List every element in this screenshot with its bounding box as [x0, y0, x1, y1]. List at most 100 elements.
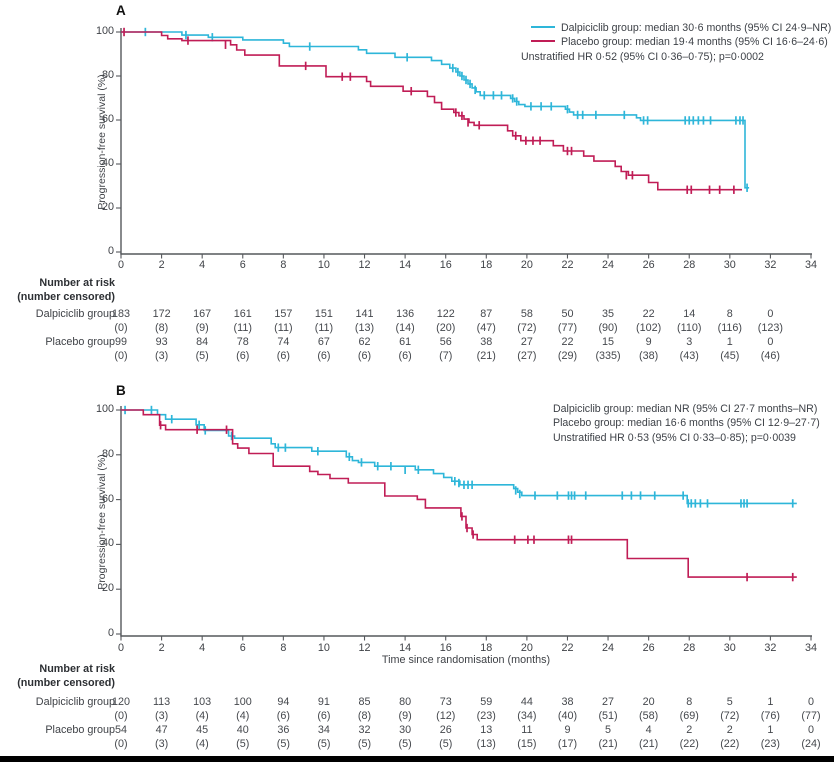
censored-value: (3): [154, 350, 169, 362]
x-tick-label: 26: [642, 259, 655, 271]
censored-value: (9): [195, 322, 209, 334]
censored-value: (24): [801, 738, 821, 750]
risk-value: 11: [521, 724, 533, 736]
censored-value: (72): [720, 710, 740, 722]
risk-value: 141: [355, 308, 374, 320]
x-axis-title: Time since randomisation (months): [381, 654, 551, 666]
risk-value: 100: [233, 696, 252, 708]
risk-value: 113: [152, 696, 171, 708]
risk-value: 93: [155, 336, 168, 348]
legend-hr-note: Unstratified HR 0·52 (95% CI 0·36–0·75);…: [521, 50, 764, 63]
risk-value: 1: [726, 336, 733, 348]
risk-row-label: Placebo group: [45, 336, 115, 348]
censored-value: (0): [114, 710, 128, 722]
x-tick-label: 6: [239, 642, 246, 654]
risk-value: 14: [683, 308, 696, 320]
censored-value: (5): [195, 350, 209, 362]
y-tick-label: 20: [101, 582, 114, 595]
risk-value: 103: [193, 696, 212, 708]
censored-value: (5): [398, 738, 412, 750]
risk-value: 40: [236, 724, 249, 736]
risk-value: 73: [439, 696, 452, 708]
risk-value: 84: [196, 336, 209, 348]
x-tick-label: 18: [480, 642, 493, 654]
censored-value: (11): [274, 322, 293, 334]
risk-value: 0: [807, 724, 814, 736]
risk-value: 67: [317, 336, 330, 348]
risk-value: 120: [111, 696, 130, 708]
risk-value: 13: [480, 724, 493, 736]
risk-value: 34: [317, 724, 330, 736]
censored-value: (46): [760, 350, 780, 362]
x-tick-label: 20: [520, 642, 533, 654]
y-tick-label: 60: [101, 492, 114, 505]
y-tick-label: 40: [101, 537, 114, 550]
x-tick-label: 4: [199, 259, 206, 271]
x-tick-label: 10: [317, 642, 330, 654]
risk-value: 8: [726, 308, 733, 320]
censored-value: (5): [276, 738, 290, 750]
censored-value: (45): [720, 350, 740, 362]
risk-value: 99: [114, 336, 127, 348]
panel-b-label: B: [116, 383, 126, 398]
risk-value: 157: [274, 308, 293, 320]
risk-value: 62: [358, 336, 371, 348]
censored-value: (11): [314, 322, 334, 334]
risk-table-subheader: (number censored): [17, 677, 115, 689]
risk-value: 1: [767, 724, 774, 736]
censored-value: (12): [436, 710, 456, 722]
censored-value: (5): [236, 738, 250, 750]
y-tick-label: 40: [101, 157, 114, 169]
x-tick-label: 22: [561, 642, 574, 654]
x-tick-label: 4: [199, 642, 206, 654]
censored-value: (4): [236, 710, 250, 722]
y-tick-label: 0: [107, 245, 114, 257]
censored-value: (6): [317, 350, 331, 362]
x-tick-label: 22: [561, 259, 574, 271]
censored-value: (110): [677, 322, 702, 334]
censored-value: (6): [236, 350, 250, 362]
risk-value: 91: [317, 696, 330, 708]
risk-value: 3: [686, 336, 693, 348]
risk-value: 183: [111, 308, 130, 320]
x-tick-label: 14: [399, 642, 412, 654]
censored-value: (15): [517, 738, 537, 750]
censored-value: (14): [395, 322, 415, 334]
risk-value: 0: [767, 308, 774, 320]
x-tick-label: 32: [764, 259, 777, 271]
x-tick-label: 12: [358, 642, 371, 654]
risk-value: 54: [114, 724, 127, 736]
risk-value: 44: [520, 696, 533, 708]
risk-value: 1: [767, 696, 774, 708]
risk-value: 9: [645, 336, 652, 348]
legend-item-dalpiciclib: Dalpiciclib group: median NR (95% CI 27·…: [553, 403, 818, 415]
risk-value: 94: [277, 696, 290, 708]
risk-value: 56: [439, 336, 452, 348]
censored-value: (123): [757, 322, 784, 334]
risk-value: 172: [152, 308, 171, 320]
y-tick-label: 80: [101, 69, 114, 81]
placebo-line-swatch: [531, 40, 555, 43]
risk-row-label: Placebo group: [45, 724, 115, 736]
risk-value: 4: [645, 724, 652, 736]
panel-b-y-axis-title: Progression-free survival (%): [96, 454, 108, 590]
legend-label-dalpiciclib: Dalpiciclib group: median 30·6 months (9…: [561, 22, 832, 34]
risk-value: 9: [564, 724, 571, 736]
risk-value: 0: [807, 696, 814, 708]
censored-value: (6): [357, 350, 372, 362]
x-tick-label: 10: [317, 259, 330, 271]
risk-value: 80: [399, 696, 412, 708]
censored-value: (5): [439, 738, 453, 750]
risk-value: 45: [196, 724, 209, 736]
risk-value: 50: [561, 308, 574, 320]
risk-table-subheader: (number censored): [17, 291, 115, 303]
censored-value: (27): [517, 350, 537, 362]
x-tick-label: 6: [239, 259, 246, 271]
x-tick-label: 0: [117, 259, 124, 271]
legend-hr-note: Unstratified HR 0·53 (95% CI 0·33–0·85);…: [553, 431, 796, 444]
x-tick-label: 34: [804, 259, 817, 271]
risk-value: 58: [520, 308, 533, 320]
panel-b-legend: Dalpiciclib group: median NR (95% CI 27·…: [553, 402, 820, 445]
bottom-rule: [0, 756, 834, 762]
censored-value: (4): [195, 710, 209, 722]
